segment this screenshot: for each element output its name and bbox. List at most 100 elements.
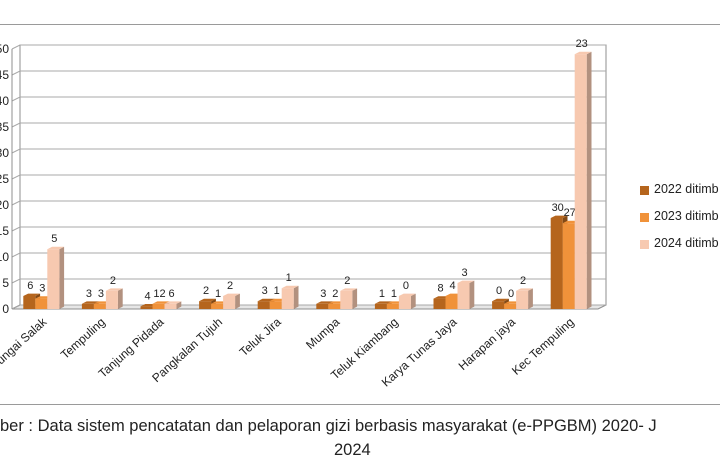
bar-side — [293, 285, 299, 309]
bar — [35, 298, 48, 309]
bar — [164, 303, 177, 309]
data-label: 3 — [262, 285, 268, 297]
y-tick-label: 10 — [0, 250, 9, 264]
bar — [433, 298, 446, 309]
bar — [211, 303, 224, 309]
bar-top — [316, 301, 334, 304]
bar-side — [176, 301, 182, 309]
data-label: 27 — [564, 207, 576, 219]
legend-swatch — [640, 240, 649, 249]
gridline — [11, 278, 606, 284]
bar — [105, 290, 118, 309]
y-tick-label: 35 — [0, 120, 9, 134]
bar — [140, 306, 153, 309]
bar — [199, 301, 212, 309]
legend-label: 2024 ditimb — [654, 236, 719, 250]
data-label: 8 — [437, 283, 443, 295]
gridline — [11, 252, 606, 258]
data-label: 0 — [508, 288, 514, 300]
y-tick-label: 20 — [0, 198, 9, 212]
legend-swatch — [640, 213, 649, 222]
data-label: 3 — [98, 288, 104, 300]
data-label: 3 — [320, 288, 326, 300]
data-label: 6 — [168, 288, 174, 300]
bar-side — [59, 246, 65, 309]
data-label: 3 — [461, 267, 467, 279]
bar — [492, 301, 505, 309]
bar — [316, 303, 329, 309]
y-tick-label: 25 — [0, 172, 9, 186]
bar-side — [117, 288, 123, 309]
bar — [386, 303, 399, 309]
y-tick-label: 50 — [0, 42, 9, 56]
bar — [152, 303, 165, 309]
bar — [93, 303, 106, 309]
gridline — [11, 96, 606, 102]
bar-top — [152, 301, 170, 304]
top-rule — [0, 24, 720, 25]
bar-top — [516, 288, 533, 291]
bar-top — [47, 246, 65, 250]
bar — [398, 296, 411, 309]
bar — [340, 290, 353, 309]
bar — [504, 303, 517, 309]
x-tick-label: Teluk Jira — [237, 315, 284, 360]
bar-top — [492, 298, 509, 302]
bar — [445, 296, 458, 309]
x-tick-label: Sungai Salak — [0, 314, 50, 372]
data-label: 2 — [332, 288, 338, 300]
gridline — [11, 226, 606, 232]
bar-top — [81, 301, 99, 304]
caption-line-2: 2024 — [334, 441, 371, 459]
gridline — [11, 200, 606, 206]
bar-top — [374, 301, 392, 304]
bar-top — [199, 298, 216, 302]
x-tick-label: Kec Tempuling — [509, 315, 577, 378]
y-tick-label: 0 — [2, 302, 9, 316]
x-tick-label: Tempuling — [58, 315, 108, 362]
bar-top — [223, 293, 240, 296]
bar — [223, 296, 236, 309]
bar-side — [352, 288, 358, 309]
bar-side — [528, 288, 533, 309]
data-label: 1 — [274, 285, 280, 297]
caption-line-1: ber : Data sistem pencatatan dan pelapor… — [0, 417, 657, 435]
gridline — [11, 44, 606, 50]
bar — [550, 218, 563, 309]
data-label: 2 — [227, 280, 233, 292]
gridline — [11, 174, 606, 180]
bar — [257, 301, 270, 309]
y-tick-label: 15 — [0, 224, 9, 238]
bar-side — [469, 280, 475, 309]
data-label: 0 — [496, 285, 502, 297]
gridline — [11, 122, 606, 128]
data-label: 2 — [520, 275, 526, 287]
bar-top — [164, 301, 182, 304]
bar-chart: 05101520253035404550635Sungai Salak332Te… — [0, 38, 607, 390]
legend-label: 2023 ditimb — [654, 209, 719, 223]
bar-side — [586, 51, 592, 310]
y-tick-label: 40 — [0, 94, 9, 108]
bar — [574, 54, 587, 310]
data-label: 1 — [215, 288, 221, 300]
data-label: 4 — [144, 290, 150, 302]
bar — [47, 249, 60, 309]
bar-side — [410, 293, 416, 309]
data-label: 1 — [391, 288, 397, 300]
gridline — [11, 70, 606, 76]
bar — [457, 283, 470, 309]
data-label: 3 — [39, 283, 45, 295]
bar-top — [398, 293, 416, 296]
data-label: 6 — [27, 280, 33, 292]
bar-top — [340, 288, 358, 291]
bar-side — [235, 293, 240, 309]
data-label: 0 — [403, 280, 409, 292]
data-label: 4 — [449, 280, 455, 292]
y-tick-label: 30 — [0, 146, 9, 160]
data-label: 2 — [344, 275, 350, 287]
bar-top — [574, 51, 592, 55]
bar-top — [105, 288, 123, 291]
bar — [23, 296, 36, 309]
data-label: 5 — [51, 233, 57, 245]
data-label: 3 — [86, 288, 92, 300]
